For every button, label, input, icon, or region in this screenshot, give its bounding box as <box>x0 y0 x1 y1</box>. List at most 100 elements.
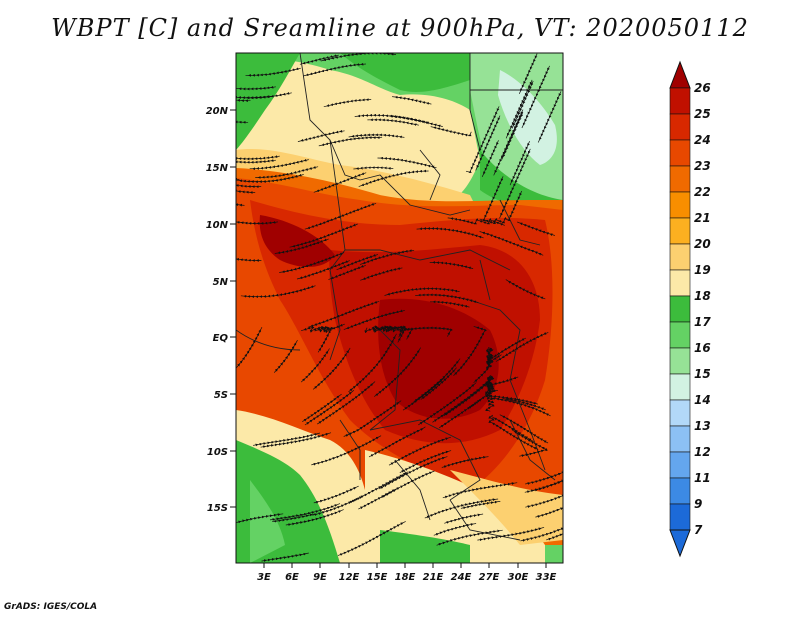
streamline <box>505 79 533 139</box>
lon-label: 33E <box>536 572 557 583</box>
streamline <box>358 169 429 187</box>
colorbar-label: 12 <box>694 445 711 459</box>
streamline <box>416 227 484 239</box>
lat-label: EQ <box>213 333 229 344</box>
streamline <box>520 527 563 542</box>
lon-label: 18E <box>395 572 416 583</box>
streamline <box>373 347 421 397</box>
streamline <box>415 293 479 304</box>
streamline <box>255 165 319 179</box>
plot-area <box>236 53 563 563</box>
streamline <box>299 54 339 65</box>
lat-label: 15S <box>207 503 228 514</box>
streamline <box>360 267 403 281</box>
streamline <box>245 67 301 77</box>
streamline <box>236 172 262 189</box>
lon-label: 6E <box>285 572 299 583</box>
streamline <box>302 393 342 422</box>
streamline <box>236 255 262 262</box>
streamline <box>447 217 505 226</box>
streamline <box>274 238 329 255</box>
colorbar-swatch <box>669 113 691 141</box>
streamline <box>460 500 501 510</box>
streamline <box>236 157 276 164</box>
colorbar-label: 17 <box>694 315 711 329</box>
streamline <box>318 136 383 147</box>
streamline <box>388 436 452 466</box>
streamline <box>337 521 406 556</box>
streamline <box>532 476 563 492</box>
streamline <box>403 326 453 337</box>
colorbar-swatch <box>669 139 691 167</box>
lat-label: 5N <box>213 277 229 288</box>
colorbar-label: 20 <box>694 237 711 251</box>
streamline <box>443 379 492 417</box>
colorbar-swatch <box>669 191 691 219</box>
border-line <box>479 259 491 301</box>
streamline <box>273 340 298 373</box>
colorbar-label: 21 <box>694 211 711 225</box>
streamline <box>304 202 377 230</box>
lat-label: 5S <box>214 390 228 401</box>
colorbar-label: 13 <box>694 419 711 433</box>
streamline <box>495 332 549 362</box>
streamline <box>517 221 556 237</box>
streamline <box>402 377 445 411</box>
longitude-axis: 3E 6E 9E 12E 15E 18E 21E 24E 27E 30E 33E <box>257 563 557 583</box>
colorbar-label: 22 <box>694 185 711 199</box>
streamline <box>348 133 405 139</box>
colorbar-label: 24 <box>694 133 711 147</box>
latitude-axis: 20N 15N 10N 5N EQ 5S 10S 15S <box>206 106 236 514</box>
lon-label: 3E <box>257 572 271 583</box>
colorbar-label: 18 <box>694 289 711 303</box>
colorbar-swatch <box>669 477 691 505</box>
streamline <box>465 106 500 173</box>
streamline <box>314 325 334 353</box>
streamline <box>441 456 489 469</box>
streamline <box>367 118 419 127</box>
colorbar-swatch <box>669 451 691 479</box>
lat-label: 15N <box>206 163 229 174</box>
wbpt-region <box>338 80 390 148</box>
colorbar-swatch <box>669 503 691 531</box>
streamline <box>236 90 251 103</box>
colorbar-swatch <box>669 399 691 427</box>
streamline <box>535 493 563 518</box>
streamline <box>473 355 494 384</box>
colorbar-swatch <box>669 321 691 349</box>
colorbar-label: 25 <box>694 107 711 121</box>
lon-label: 12E <box>339 572 360 583</box>
streamline <box>479 231 544 256</box>
streamline <box>481 140 499 178</box>
streamline <box>354 113 430 124</box>
streamline <box>236 326 263 368</box>
streamline <box>236 117 249 124</box>
streamline <box>380 470 435 499</box>
streamline <box>313 172 367 193</box>
streamline <box>236 216 278 225</box>
streamline <box>307 300 380 328</box>
streamline <box>311 435 382 466</box>
lon-label: 9E <box>313 572 327 583</box>
streamline <box>436 529 503 546</box>
colorbar-top-arrow <box>669 60 691 89</box>
colorbar-label: 7 <box>694 523 703 537</box>
streamlines <box>236 53 563 563</box>
colorbar-swatch <box>669 373 691 401</box>
lon-label: 30E <box>508 572 529 583</box>
streamline <box>303 62 366 77</box>
colorbar-swatch <box>669 295 691 323</box>
colorbar-swatch <box>669 269 691 297</box>
streamline <box>509 141 530 186</box>
streamline <box>444 513 484 524</box>
streamline <box>261 552 309 563</box>
streamline <box>359 249 415 265</box>
colorbar-label: 11 <box>694 471 711 485</box>
streamline <box>240 285 316 299</box>
colorbar-label: 19 <box>694 263 711 277</box>
lon-label: 24E <box>451 572 472 583</box>
streamline <box>269 503 341 521</box>
wbpt-region <box>236 53 300 150</box>
colorbar-label: 16 <box>694 341 711 355</box>
streamline <box>430 300 470 308</box>
